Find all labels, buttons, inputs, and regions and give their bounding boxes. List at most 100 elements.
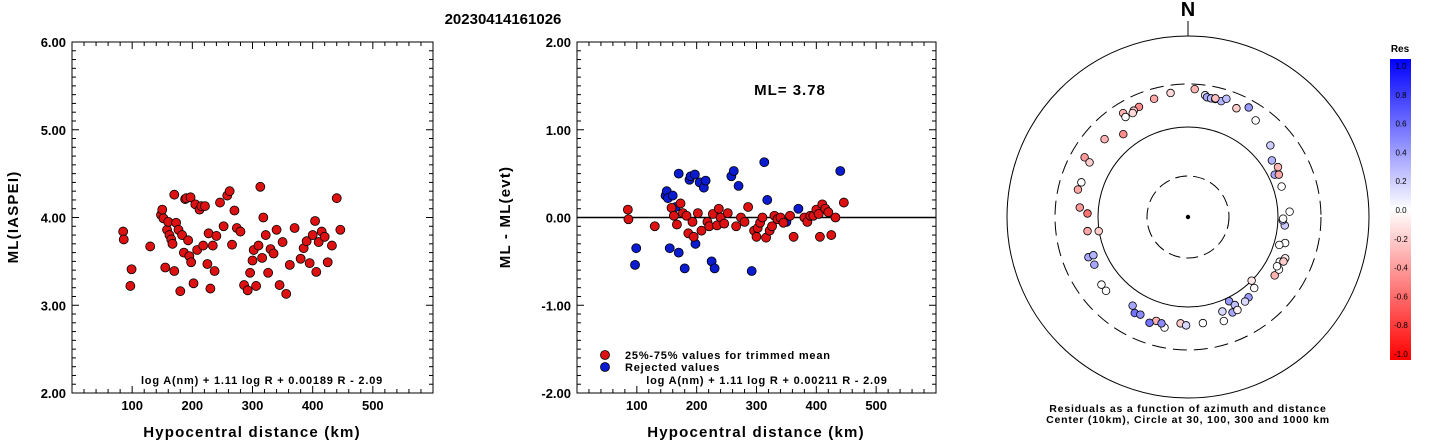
data-point-trimmed [672,219,682,230]
panel2-x-axis-label: Hypocentral distance (km) [647,424,865,441]
data-point [118,234,129,245]
colorbar-title: Res [1391,44,1410,55]
data-point [126,264,137,275]
data-point [304,258,315,269]
y-tick-label: 6.00 [41,35,66,50]
colorbar-tick-label: -1.0 [1394,350,1408,359]
panel-polar-residuals: N Residuals as a function of azimuth and… [1006,0,1370,426]
data-point-trimmed [681,210,692,221]
x-tick-label: 200 [686,398,708,413]
station-point [1101,286,1111,296]
polar-points [1073,84,1294,332]
colorbar-tick-label: -0.6 [1394,292,1408,301]
polar-caption-line1: Residuals as a function of azimuth and d… [1049,403,1326,415]
data-point-rejected [762,195,773,205]
station-point [1097,280,1106,289]
data-point-rejected [759,157,770,168]
station-point [1278,214,1288,223]
station-point [1094,226,1103,236]
station-point [1198,318,1208,328]
data-point [257,252,268,263]
colorbar-tick-label: -0.8 [1394,321,1408,330]
data-point [245,267,255,278]
data-point [255,181,266,192]
data-point-rejected [793,203,804,214]
data-point-rejected [679,263,690,274]
data-point-trimmed [739,216,750,227]
panel2-points [622,157,849,276]
station-point [1100,134,1109,144]
legend-label-trimmed: 25%-75% values for trimmed mean [625,350,831,362]
colorbar-tick-label: 0.8 [1395,91,1407,100]
data-point-rejected [733,181,744,191]
station-point [1272,262,1282,271]
polar-caption-line2: Center (10km), Circle at 30, 100, 300 an… [1046,414,1330,426]
data-point [211,231,222,241]
panel1-y-axis-label: ML(IASPEI) [5,171,22,264]
data-point-rejected [700,175,711,186]
station-point [1149,94,1159,104]
data-point [186,257,197,268]
data-point [253,240,264,251]
data-point-rejected [673,168,684,179]
ring-300km [1054,83,1322,351]
data-point-trimmed [688,231,699,242]
data-point-trimmed [675,198,686,209]
data-point [183,235,194,246]
data-point [185,192,196,203]
station-point [1083,209,1092,218]
panel2-y-ticks: -2.00 -1.00 0.00 1.00 2.00 [541,35,936,401]
data-point [202,259,213,269]
data-point-trimmed [767,221,777,232]
data-point [157,204,168,215]
colorbar-gradient [1390,59,1411,360]
data-point [209,266,220,276]
ml-annotation: ML= 3.78 [754,82,826,99]
station-point [1224,297,1234,306]
data-point-trimmed [757,212,768,223]
data-point [125,281,136,291]
station-point [1277,182,1286,191]
panel1-formula: log A(nm) + 1.11 log R + 0.00189 R - 2.0… [141,375,383,387]
station-point [1190,84,1199,94]
colorbar-tick-label: 1.0 [1395,62,1407,71]
data-point [307,230,318,240]
panel1-x-axis-label: Hypocentral distance (km) [143,424,361,441]
data-point [205,283,216,294]
data-point [145,241,156,252]
colorbar-ticks: 1.0 0.8 0.6 0.4 0.2 0.0 -0.2 -0.4 -0.6 -0.8 -1.0 [1394,62,1408,359]
colorbar-tick-label: -0.4 [1394,264,1408,273]
panel-ml-residual: 100 200 300 400 500 -2.00 -1.00 0.00 1.00 2.00 M… [497,35,937,441]
station-point [1222,94,1231,104]
data-point [235,226,246,237]
station-point [1211,94,1220,103]
station-point [1251,116,1260,125]
ring-1000km [1006,35,1370,399]
data-point [227,239,237,250]
figure-title: 20230414161026 [445,11,562,28]
station-point [1128,108,1137,118]
data-point [251,281,262,291]
data-point [281,288,292,299]
data-point-trimmed [669,210,679,221]
x-tick-label: 400 [805,398,827,413]
data-point [322,257,333,268]
station-point [1181,321,1191,330]
data-point [301,236,312,247]
x-tick-label: 300 [746,398,768,413]
station-point [1089,251,1098,260]
data-point-trimmed [687,216,698,227]
data-point-trimmed [785,210,795,221]
station-point [1136,310,1145,319]
data-point [274,280,285,290]
data-point-rejected [631,243,642,254]
data-point [175,286,186,297]
station-point [1121,112,1130,122]
panel2-formula: log A(nm) + 1.11 log R + 0.00211 R - 2.0… [646,375,887,387]
station-point [1219,316,1229,326]
colorbar-tick-label: 0.6 [1395,120,1407,129]
data-point-trimmed [830,212,841,223]
data-point-trimmed [815,231,825,242]
x-tick-label: 200 [181,398,203,413]
